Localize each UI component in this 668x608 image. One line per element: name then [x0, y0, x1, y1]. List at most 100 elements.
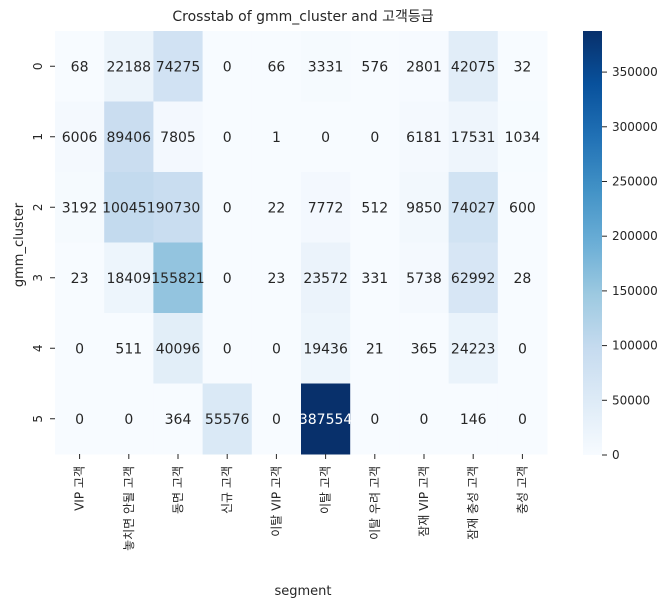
x-tick-label: 놓치면 안될 고객	[122, 466, 136, 551]
cell-value-label: 24223	[451, 341, 496, 357]
heatmap-cell	[448, 172, 499, 243]
heatmap-cell	[251, 172, 302, 243]
heatmap-cells	[55, 31, 548, 455]
cell-value-label: 0	[321, 130, 330, 146]
x-tick-label: 잠재 충성 고객	[466, 466, 480, 540]
heatmap-cell	[202, 31, 253, 102]
colorbar-tick-label: 250000	[612, 174, 658, 188]
y-tick-label: 2	[31, 203, 45, 211]
cell-value-label: 331	[361, 271, 388, 287]
cell-value-label: 0	[370, 412, 379, 428]
colorbar	[583, 31, 602, 455]
cell-value-label: 89406	[107, 130, 152, 146]
heatmap-cell	[202, 101, 253, 173]
cell-value-label: 6006	[62, 130, 98, 146]
heatmap-cell	[497, 101, 548, 173]
heatmap-cell	[350, 313, 400, 384]
heatmap-cell	[448, 242, 499, 314]
cell-value-label: 74027	[451, 200, 496, 216]
heatmap-cell	[448, 313, 499, 384]
colorbar-tick-label: 50000	[612, 393, 650, 407]
cell-value-label: 155821	[151, 271, 204, 287]
colorbar-tick-label: 200000	[612, 229, 658, 243]
heatmap-cell	[350, 383, 400, 455]
cell-value-label: 9850	[406, 200, 442, 216]
cell-value-label: 0	[223, 59, 232, 75]
colorbar-tick-label: 350000	[612, 65, 658, 79]
x-tick-labels: VIP 고객 놓치면 안될 고객 동면 고객 신규 고객 이탈 VIP 고객 이탈 고객 이…	[73, 454, 529, 551]
heatmap-cell	[55, 172, 105, 243]
heatmap-cell	[399, 242, 450, 314]
cell-value-label: 5738	[406, 271, 442, 287]
cell-value-label: 365	[411, 341, 438, 357]
cell-value-label: 0	[75, 341, 84, 357]
heatmap-cell	[153, 383, 204, 455]
cell-value-label: 23	[267, 271, 285, 287]
cell-value-label: 18409	[107, 271, 152, 287]
heatmap-cell	[202, 242, 253, 314]
heatmap-cell	[153, 31, 204, 102]
cell-value-label: 22	[267, 200, 285, 216]
heatmap-cell	[301, 242, 351, 314]
colorbar-tick-label: 100000	[612, 339, 658, 353]
cell-value-label: 0	[223, 130, 232, 146]
heatmap-cell	[104, 172, 154, 243]
cell-value-label: 19436	[303, 341, 348, 357]
cell-value-label: 576	[361, 59, 388, 75]
cell-value-label: 23	[71, 271, 89, 287]
x-tick-label: VIP 고객	[73, 466, 87, 511]
cell-value-label: 0	[272, 412, 281, 428]
heatmap-cell	[104, 31, 154, 102]
y-axis-label: gmm_cluster	[12, 202, 27, 287]
cell-value-label: 0	[420, 412, 429, 428]
heatmap-cell	[251, 313, 302, 384]
cell-value-label: 0	[75, 412, 84, 428]
heatmap-cell	[251, 242, 302, 314]
heatmap-cell	[497, 31, 548, 102]
y-tick-labels: 0 1 2 3 4 5	[31, 62, 55, 423]
cell-value-label: 511	[115, 341, 142, 357]
x-tick-label: 이탈 고객	[319, 466, 333, 514]
cell-value-label: 68	[71, 59, 89, 75]
cell-value-label: 42075	[451, 59, 496, 75]
cell-value-label: 0	[518, 412, 527, 428]
cell-value-label: 28	[513, 271, 531, 287]
heatmap-cell	[153, 313, 204, 384]
cell-value-label: 100451	[102, 200, 155, 216]
heatmap-cell	[399, 313, 450, 384]
heatmap-cell	[55, 383, 105, 455]
y-tick-label: 5	[31, 415, 45, 423]
heatmap-cell	[350, 31, 400, 102]
heatmap-cell	[350, 172, 400, 243]
y-tick-label: 0	[31, 62, 45, 70]
cell-value-label: 1	[272, 130, 281, 146]
cell-value-label: 7772	[308, 200, 344, 216]
cell-value-label: 512	[361, 200, 388, 216]
cell-value-label: 66	[267, 59, 285, 75]
heatmap-cell	[448, 383, 499, 455]
heatmap-cell	[104, 383, 154, 455]
heatmap-cell	[202, 172, 253, 243]
heatmap-cell	[202, 313, 253, 384]
heatmap-cell	[251, 101, 302, 173]
heatmap-cell	[104, 242, 154, 314]
heatmap-cell	[55, 31, 105, 102]
heatmap-cell	[497, 313, 548, 384]
heatmap-cell	[399, 383, 450, 455]
y-tick-label: 3	[31, 274, 45, 282]
cell-value-label: 17531	[451, 130, 496, 146]
heatmap-cell	[350, 242, 400, 314]
cell-value-label: 32	[513, 59, 531, 75]
heatmap-cell	[350, 101, 400, 173]
x-tick-label: 잠재 VIP 고객	[417, 466, 431, 537]
y-tick-label: 1	[31, 133, 45, 141]
x-tick-label: 동면 고객	[171, 466, 185, 514]
heatmap-cell	[448, 101, 499, 173]
heatmap-cell	[497, 383, 548, 455]
x-tick-label: 신규 고객	[220, 466, 234, 514]
x-axis-label: segment	[274, 584, 331, 599]
heatmap-cell	[399, 172, 450, 243]
y-tick-label: 4	[31, 344, 45, 352]
